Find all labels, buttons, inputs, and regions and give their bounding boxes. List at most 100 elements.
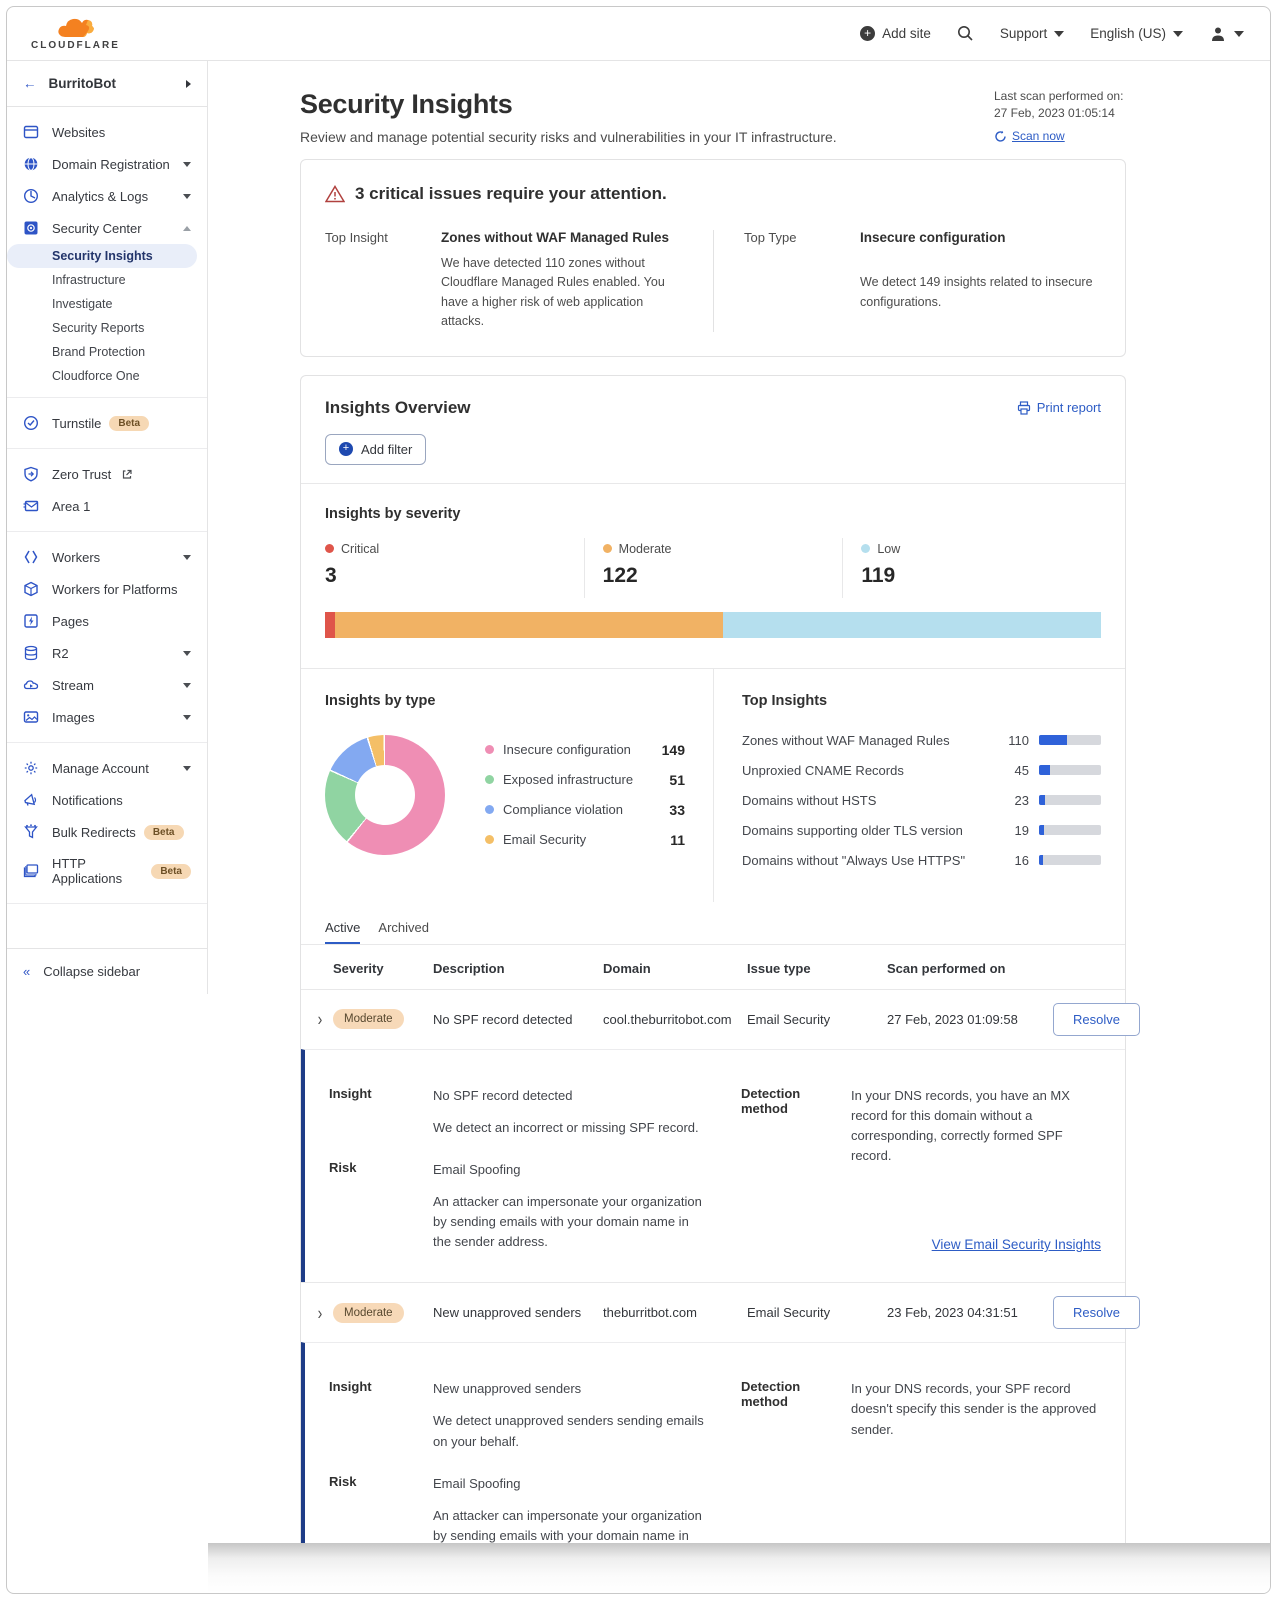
sidebar-item-investigate[interactable]: Investigate <box>52 297 113 311</box>
tab-active[interactable]: Active <box>325 920 361 944</box>
sidebar-item-infrastructure[interactable]: Infrastructure <box>52 273 126 287</box>
sidebar-item-websites[interactable]: Websites <box>7 116 207 148</box>
sidebar-item-r2[interactable]: R2 <box>7 637 207 669</box>
sidebar-label: HTTP Applications <box>52 856 123 886</box>
sidebar-item-http-applications[interactable]: HTTP Applications Beta <box>7 848 207 894</box>
row-description: New unapproved senders <box>433 1305 582 1321</box>
sidebar-item-workers[interactable]: Workers <box>7 541 207 573</box>
sidebar-item-zero-trust[interactable]: Zero Trust <box>7 458 207 490</box>
app-window: CLOUDFLARE + Add site Support English (U… <box>6 6 1271 1594</box>
top-insight-row: Domains without "Always Use HTTPS" 16 <box>742 853 1101 868</box>
sidebar-label: Notifications <box>52 792 123 808</box>
back-arrow-icon[interactable]: ← <box>23 76 37 91</box>
main-content: Security Insights Review and manage pote… <box>208 61 1270 1593</box>
top-insight-body: We have detected 110 zones without Cloud… <box>441 256 665 329</box>
sidebar-item-turnstile[interactable]: Turnstile Beta <box>7 407 207 439</box>
resolve-button[interactable]: Resolve <box>1053 1296 1140 1330</box>
top-insights: Top Insights Zones without WAF Managed R… <box>713 668 1125 902</box>
sidebar-item-bulk-redirects[interactable]: Bulk Redirects Beta <box>7 816 207 848</box>
severity-value: 119 <box>861 563 896 587</box>
account-menu[interactable] <box>1209 25 1244 43</box>
insight-bar <box>1039 795 1101 805</box>
image-icon <box>23 711 39 723</box>
beta-badge: Beta <box>143 824 184 840</box>
row-scanned: 27 Feb, 2023 01:09:58 <box>887 1011 1018 1027</box>
top-insight-title: Zones without WAF Managed Rules <box>441 230 670 245</box>
sidebar-item-cloudforce-one[interactable]: Cloudforce One <box>52 369 140 383</box>
sidebar-item-area1[interactable]: Area 1 <box>7 490 207 522</box>
insights-by-type: Insights by type Insecure configuration 1… <box>301 669 713 902</box>
sidebar-item-brand-protection[interactable]: Brand Protection <box>52 345 146 359</box>
sidebar-label: Manage Account <box>52 760 149 776</box>
resolve-button[interactable]: Resolve <box>1053 1002 1140 1036</box>
support-menu[interactable]: Support <box>1000 26 1065 41</box>
top-insights-title: Top Insights <box>742 692 828 709</box>
platforms-box-icon <box>24 581 38 597</box>
table-header: Severity Description Domain Issue type S… <box>301 943 1125 989</box>
severity-moderate: Moderate 122 <box>583 537 843 598</box>
sidebar-item-domain-registration[interactable]: Domain Registration <box>7 148 207 180</box>
critical-issues-card: 3 critical issues require your attention… <box>300 159 1126 357</box>
legend-item: Email Security 11 <box>485 832 685 848</box>
add-site-button[interactable]: + Add site <box>860 26 931 41</box>
language-menu[interactable]: English (US) <box>1090 26 1183 41</box>
severity-stacked-bar <box>325 611 1101 638</box>
top-insight-row: Domains without HSTS 23 <box>742 793 1101 808</box>
external-link-icon <box>123 469 132 479</box>
low-dot <box>861 544 871 553</box>
last-scan-time: 27 Feb, 2023 01:05:14 <box>994 106 1115 120</box>
severity-value: 122 <box>602 563 638 587</box>
collapse-sidebar-button[interactable]: « Collapse sidebar <box>7 948 207 994</box>
sidebar-label: Turnstile <box>52 415 102 431</box>
chevron-down-icon <box>183 682 191 688</box>
sidebar-item-notifications[interactable]: Notifications <box>7 784 207 816</box>
sidebar-label: Analytics & Logs <box>52 188 149 204</box>
sidebar-item-security-center[interactable]: Security Center <box>7 212 207 244</box>
envelope-icon <box>23 500 39 512</box>
sidebar-label: Zero Trust <box>52 466 112 482</box>
account-name: BurritoBot <box>48 76 117 91</box>
print-report-button[interactable]: Print report <box>1017 400 1101 415</box>
sidebar-item-stream[interactable]: Stream <box>7 669 207 701</box>
sidebar-label: Domain Registration <box>52 156 170 172</box>
legend-dot <box>485 805 494 814</box>
table-row: › Moderate No SPF record detected cool.t… <box>301 988 1140 1049</box>
sidebar-item-pages[interactable]: Pages <box>7 605 207 637</box>
sidebar: ← BurritoBot Websites Domain Registratio… <box>7 61 208 994</box>
sidebar-item-workers-for-platforms[interactable]: Workers for Platforms <box>7 573 207 605</box>
sidebar-item-images[interactable]: Images <box>7 701 207 733</box>
sidebar-item-manage-account[interactable]: Manage Account <box>7 752 207 784</box>
top-type-label: Top Type <box>744 230 797 245</box>
pages-icon <box>24 614 38 628</box>
scan-now-link[interactable]: Scan now <box>1012 129 1065 143</box>
account-switcher[interactable]: ← BurritoBot <box>7 61 207 107</box>
plus-icon: + <box>860 26 876 41</box>
search-button[interactable] <box>957 25 974 42</box>
insights-overview-card: Insights Overview Print report + Add fil… <box>300 374 1140 1593</box>
expand-row-icon[interactable]: › <box>317 1302 323 1324</box>
row-domain: cool.theburritobot.com <box>603 1011 732 1027</box>
sidebar-label: Security Center <box>52 220 142 236</box>
add-site-label: Add site <box>882 26 931 41</box>
legend-dot <box>485 775 494 784</box>
view-email-security-link[interactable]: View Email Security Insights <box>931 1237 1101 1253</box>
cloudflare-logo[interactable]: CLOUDFLARE <box>31 17 120 51</box>
last-scan-label: Last scan performed on: <box>994 89 1124 103</box>
tab-archived[interactable]: Archived <box>378 919 429 935</box>
row-description: No SPF record detected <box>433 1011 573 1027</box>
database-icon <box>24 645 38 661</box>
sidebar-item-security-insights[interactable]: Security Insights <box>7 244 197 268</box>
gear-icon <box>24 761 38 775</box>
top-insight-row: Domains supporting older TLS version 19 <box>742 823 1101 838</box>
add-filter-button[interactable]: + Add filter <box>325 433 427 465</box>
sidebar-item-analytics-logs[interactable]: Analytics & Logs <box>7 180 207 212</box>
severity-label: Low <box>877 541 901 556</box>
legend-item: Compliance violation 33 <box>485 802 685 818</box>
sidebar-label: Area 1 <box>52 498 91 514</box>
chevron-down-icon <box>183 714 191 720</box>
expand-account-icon[interactable] <box>186 79 191 88</box>
expand-row-icon[interactable]: › <box>317 1008 323 1030</box>
sidebar-item-security-reports[interactable]: Security Reports <box>52 321 145 335</box>
logo-wordmark: CLOUDFLARE <box>31 39 120 51</box>
browser-icon <box>23 125 39 139</box>
